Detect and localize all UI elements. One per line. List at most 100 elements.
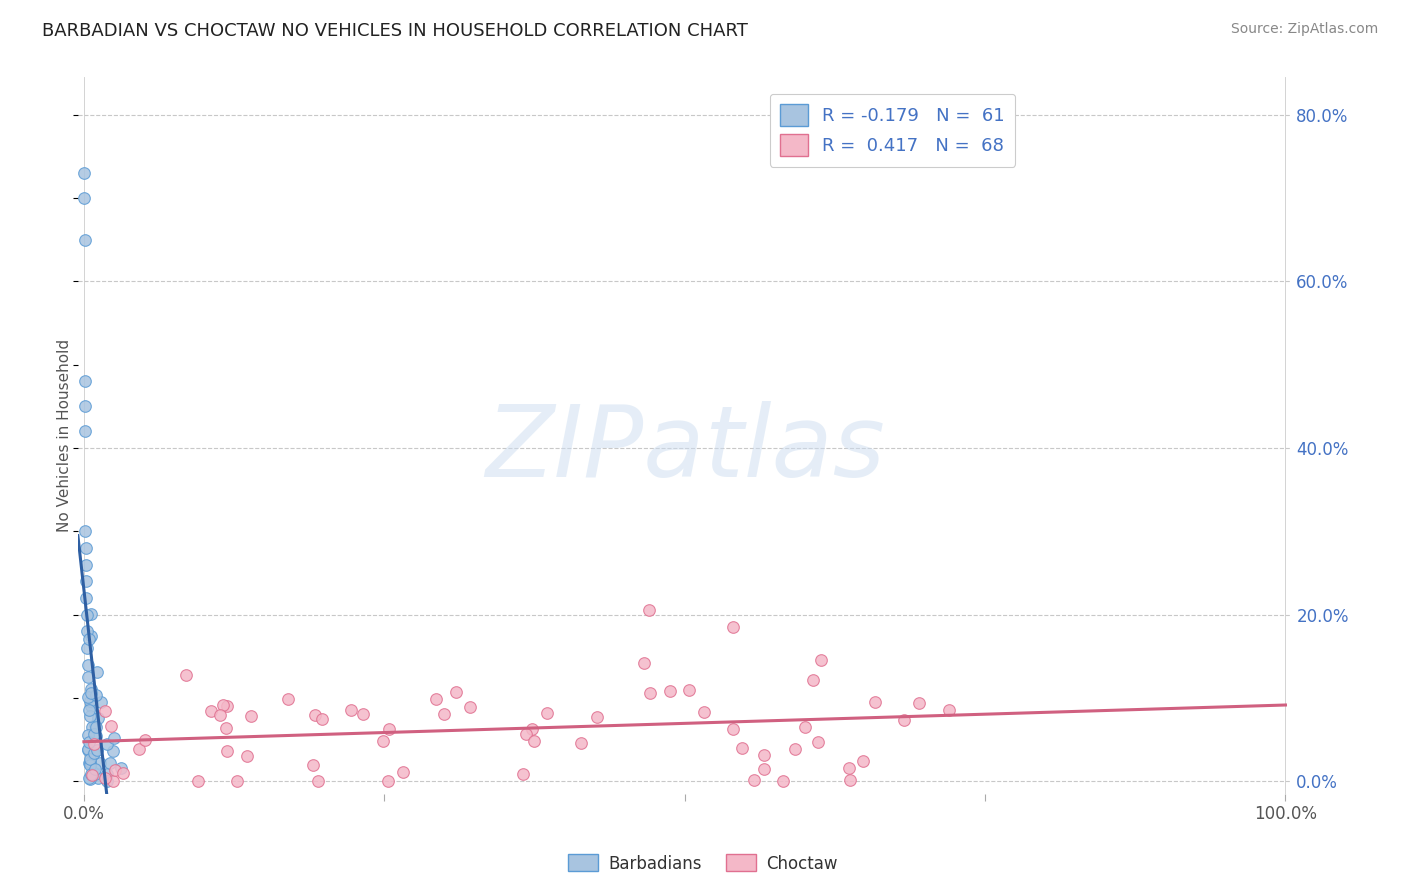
Point	[277, 691, 299, 706]
Point	[215, 721, 238, 735]
Point	[226, 774, 249, 789]
Point	[458, 700, 481, 714]
Point	[240, 708, 263, 723]
Point	[907, 696, 929, 710]
Point	[79, 772, 101, 786]
Point	[801, 673, 824, 687]
Text: Source: ZipAtlas.com: Source: ZipAtlas.com	[1230, 22, 1378, 37]
Point	[80, 768, 103, 782]
Point	[128, 741, 150, 756]
Point	[75, 558, 97, 572]
Point	[110, 761, 132, 775]
Point	[83, 737, 105, 751]
Point	[217, 744, 239, 758]
Point	[77, 742, 100, 756]
Point	[77, 690, 100, 705]
Point	[87, 772, 110, 786]
Point	[77, 743, 100, 757]
Point	[752, 763, 775, 777]
Point	[77, 735, 100, 749]
Point	[111, 766, 134, 780]
Point	[75, 574, 97, 589]
Point	[89, 756, 111, 770]
Point	[77, 728, 100, 742]
Point	[90, 695, 112, 709]
Point	[82, 747, 104, 762]
Point	[307, 774, 329, 789]
Point	[938, 703, 960, 717]
Point	[772, 773, 794, 788]
Point	[208, 708, 231, 723]
Point	[79, 752, 101, 766]
Point	[212, 698, 235, 712]
Point	[96, 737, 118, 751]
Point	[76, 640, 98, 655]
Point	[304, 708, 326, 723]
Point	[80, 767, 103, 781]
Point	[721, 723, 744, 737]
Point	[77, 632, 100, 646]
Point	[83, 718, 105, 732]
Point	[187, 774, 209, 789]
Point	[83, 767, 105, 781]
Point	[433, 707, 456, 722]
Point	[77, 703, 100, 717]
Point	[73, 191, 96, 205]
Point	[73, 400, 96, 414]
Point	[83, 746, 105, 760]
Point	[75, 524, 97, 539]
Point	[793, 720, 815, 734]
Point	[93, 772, 115, 786]
Point	[84, 762, 107, 776]
Point	[80, 695, 103, 709]
Point	[693, 705, 716, 719]
Point	[311, 712, 333, 726]
Point	[852, 754, 875, 768]
Point	[103, 774, 125, 789]
Point	[134, 733, 156, 747]
Point	[536, 706, 558, 720]
Point	[75, 541, 97, 555]
Point	[569, 736, 592, 750]
Text: ZIPatlas: ZIPatlas	[485, 401, 884, 499]
Point	[96, 773, 118, 788]
Point	[94, 704, 117, 718]
Point	[783, 742, 806, 756]
Point	[633, 656, 655, 670]
Point	[425, 692, 447, 706]
Point	[807, 735, 830, 749]
Point	[721, 620, 744, 634]
Point	[79, 629, 101, 643]
Point	[392, 765, 415, 780]
Point	[217, 698, 239, 713]
Point	[86, 665, 108, 679]
Point	[515, 727, 537, 741]
Point	[79, 693, 101, 707]
Point	[236, 748, 259, 763]
Point	[96, 767, 118, 781]
Point	[522, 722, 544, 736]
Point	[77, 670, 100, 684]
Legend: Barbadians, Choctaw: Barbadians, Choctaw	[561, 847, 845, 880]
Point	[79, 758, 101, 772]
Point	[371, 734, 394, 748]
Point	[637, 603, 659, 617]
Point	[79, 682, 101, 697]
Point	[76, 607, 98, 622]
Point	[100, 718, 122, 732]
Point	[678, 683, 700, 698]
Point	[839, 772, 862, 787]
Point	[73, 375, 96, 389]
Point	[76, 624, 98, 639]
Point	[863, 695, 886, 709]
Point	[302, 758, 325, 772]
Legend: R = -0.179   N =  61, R =  0.417   N =  68: R = -0.179 N = 61, R = 0.417 N = 68	[769, 94, 1015, 167]
Point	[80, 607, 103, 621]
Text: BARBADIAN VS CHOCTAW NO VEHICLES IN HOUSEHOLD CORRELATION CHART: BARBADIAN VS CHOCTAW NO VEHICLES IN HOUS…	[42, 22, 748, 40]
Point	[744, 772, 766, 787]
Point	[444, 685, 467, 699]
Point	[84, 720, 107, 734]
Point	[77, 772, 100, 786]
Point	[586, 710, 609, 724]
Point	[893, 713, 915, 727]
